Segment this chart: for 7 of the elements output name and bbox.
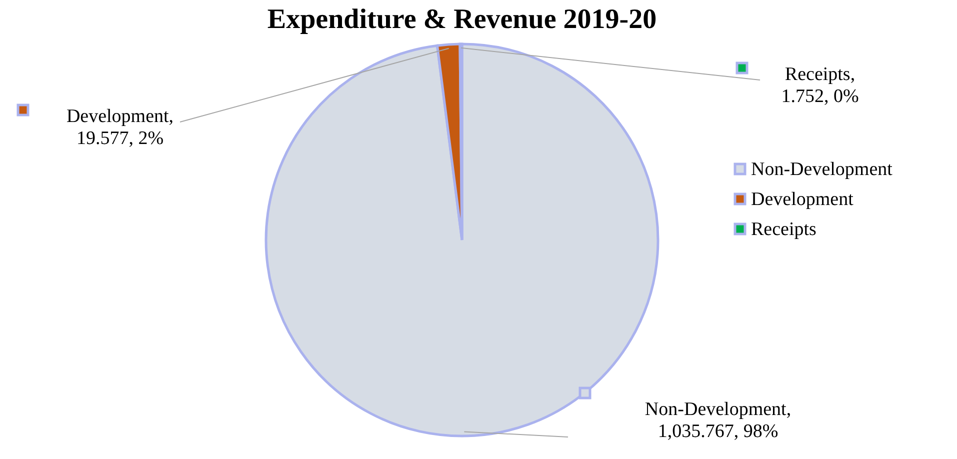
data-label: Development, 19.577, 2% bbox=[66, 106, 174, 149]
legend-label: Receipts bbox=[751, 219, 816, 240]
legend-label: Development bbox=[751, 189, 854, 210]
chart-title: Expenditure & Revenue 2019-20 bbox=[267, 4, 657, 35]
legend-label: Non-Development bbox=[751, 159, 894, 180]
data-label: Non-Development, 1,035.767, 98% bbox=[644, 399, 792, 442]
data-label: Receipts, 1.752, 0% bbox=[781, 64, 859, 107]
